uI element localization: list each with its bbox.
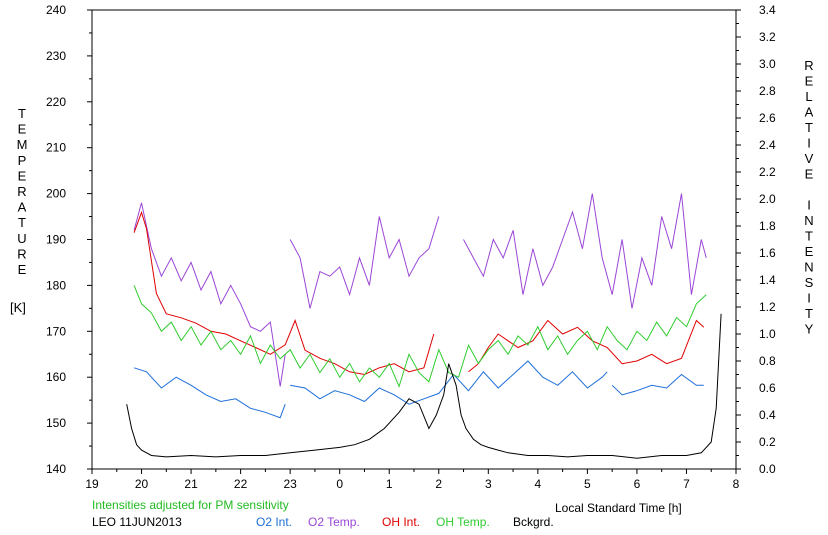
x-axis-label: Local Standard Time [h] (555, 501, 682, 515)
right-tick-label: 0.0 (759, 462, 776, 476)
right-tick-label: 1.8 (759, 219, 776, 233)
left-axis-letter: E (18, 168, 27, 183)
right-axis-letter: I (807, 198, 811, 213)
axis-labels: 19 20 21 22 23 0 1 2 3 4 5 6 7 8140150160170180190200… (17, 3, 814, 491)
x-tick-label: 2 (435, 477, 442, 491)
sensitivity-note: Intensities adjusted for PM sensitivity (92, 498, 289, 512)
x-tick-label: 19 (85, 477, 99, 491)
series-line-o2-temp (133, 202, 286, 387)
x-tick-label: 8 (733, 477, 740, 491)
left-tick-label: 170 (46, 324, 66, 338)
axis-ticks (87, 9, 741, 474)
left-axis-letter: R (17, 184, 26, 199)
right-axis-letter: I (807, 136, 811, 151)
right-axis-letter: A (805, 105, 814, 120)
right-tick-label: 2.6 (759, 111, 776, 125)
right-tick-label: 1.4 (759, 273, 776, 287)
legend-o2-int: O2 Int. (256, 515, 292, 529)
series-layer (126, 193, 722, 459)
left-tick-label: 140 (46, 462, 66, 476)
right-tick-label: 1.0 (759, 327, 776, 341)
left-tick-label: 220 (46, 95, 66, 109)
right-axis-letter: S (805, 275, 814, 290)
left-axis-letter: E (18, 122, 27, 137)
right-axis-letter: V (805, 151, 814, 166)
right-tick-label: 0.8 (759, 354, 776, 368)
x-tick-label: 6 (634, 477, 641, 491)
right-tick-label: 1.6 (759, 246, 776, 260)
right-tick-label: 3.0 (759, 57, 776, 71)
right-tick-label: 0.6 (759, 381, 776, 395)
right-axis-letter: T (805, 229, 813, 244)
left-tick-label: 190 (46, 233, 66, 247)
left-axis-letter: A (18, 200, 27, 215)
right-tick-label: 0.4 (759, 408, 776, 422)
series-line-oh-temp (133, 285, 707, 388)
series-line-o2-int (611, 373, 704, 396)
left-axis-letter: T (18, 215, 26, 230)
left-tick-label: 210 (46, 141, 66, 155)
right-tick-label: 2.8 (759, 84, 776, 98)
right-axis-letter: N (804, 260, 813, 275)
right-tick-label: 3.2 (759, 30, 776, 44)
series-line-o2-temp (463, 193, 707, 309)
right-axis-letter: E (805, 74, 814, 89)
legend-oh-int: OH Int. (382, 515, 420, 529)
x-tick-label: 7 (683, 477, 690, 491)
right-tick-label: 2.0 (759, 192, 776, 206)
right-axis-letter: I (807, 291, 811, 306)
right-axis-letter: L (805, 89, 812, 104)
series-line-oh-int (468, 319, 705, 373)
x-tick-label: 23 (283, 477, 297, 491)
legend-o2-temp: O2 Temp. (308, 515, 360, 529)
x-tick-label: 3 (485, 477, 492, 491)
right-axis-letter: E (805, 167, 814, 182)
series-line-oh-int (133, 210, 435, 376)
legend-bckgrd: Bckgrd. (513, 515, 554, 529)
left-tick-label: 180 (46, 278, 66, 292)
left-axis-letter: R (17, 246, 26, 261)
left-axis-letter: E (18, 262, 27, 277)
legend-oh-temp: OH Temp. (436, 515, 490, 529)
right-axis-letter: E (805, 244, 814, 259)
left-axis-unit: [K] (10, 300, 26, 315)
right-tick-label: 0.2 (759, 435, 776, 449)
left-tick-label: 240 (46, 3, 66, 17)
x-tick-label: 5 (584, 477, 591, 491)
right-axis-letter: T (805, 306, 813, 321)
left-axis-letter: U (17, 231, 26, 246)
left-tick-label: 200 (46, 187, 66, 201)
x-tick-label: 20 (135, 477, 149, 491)
series-line-o2-int (133, 367, 286, 419)
left-axis-letter: M (17, 137, 28, 152)
station-label: LEO 11JUN2013 (92, 515, 182, 529)
x-tick-label: 22 (234, 477, 248, 491)
right-axis-letter: N (804, 213, 813, 228)
x-tick-label: 21 (184, 477, 198, 491)
right-tick-label: 2.2 (759, 165, 776, 179)
plot-frame (91, 9, 737, 470)
right-axis-letter: Y (805, 322, 814, 337)
x-tick-label: 4 (535, 477, 542, 491)
left-axis-letter: P (18, 153, 27, 168)
left-axis-letter: T (18, 106, 26, 121)
x-tick-label: 0 (336, 477, 343, 491)
right-tick-label: 1.2 (759, 300, 776, 314)
left-tick-label: 230 (46, 49, 66, 63)
right-axis-letter: R (804, 58, 813, 73)
right-tick-label: 3.4 (759, 3, 776, 17)
right-axis-letter: T (805, 120, 813, 135)
left-tick-label: 160 (46, 370, 66, 384)
left-tick-label: 150 (46, 416, 66, 430)
series-line-o2-temp (289, 216, 440, 309)
x-tick-label: 1 (386, 477, 393, 491)
series-line-bckgrd (126, 313, 722, 459)
series-line-o2-int (290, 360, 608, 405)
right-tick-label: 2.4 (759, 138, 776, 152)
